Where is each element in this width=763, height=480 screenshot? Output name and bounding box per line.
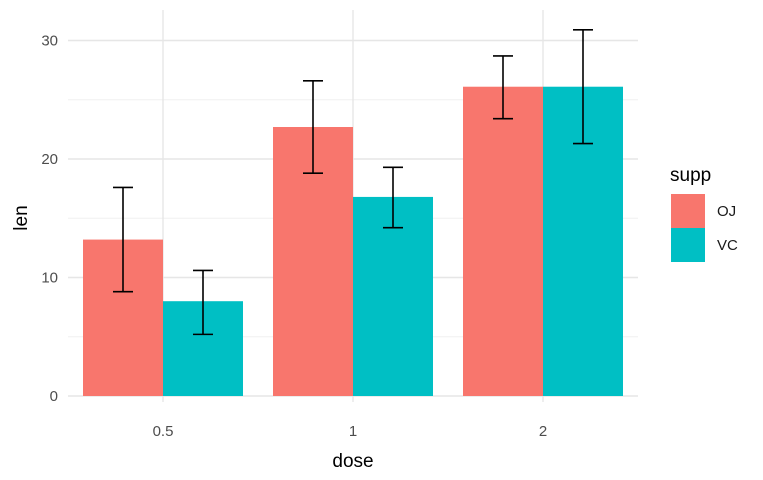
legend-key-oj (671, 194, 705, 228)
x-tick-label: 0.5 (153, 423, 174, 440)
bar-vc-1 (353, 196, 433, 396)
error-bar-vc-2 (573, 29, 593, 145)
error-bar-vc-1 (383, 166, 403, 229)
legend-label-vc: VC (717, 237, 738, 254)
legend-key-vc (671, 228, 705, 262)
y-tick-label: 20 (41, 151, 58, 168)
y-tick-label: 10 (41, 270, 58, 287)
error-bars (113, 29, 593, 336)
x-tick-label: 1 (349, 423, 357, 440)
y-axis-title: len (11, 205, 32, 230)
y-tick-label: 30 (41, 33, 58, 50)
y-tick-labels: 0 10 20 30 (41, 33, 58, 406)
error-bar-oj-1 (303, 79, 323, 175)
legend: supp OJ VC (670, 165, 738, 262)
error-bar-vc-0.5 (193, 269, 213, 336)
error-bar-oj-0.5 (113, 186, 133, 293)
y-tick-label: 0 (50, 388, 58, 405)
bar-oj-2 (463, 86, 543, 396)
x-tick-label: 2 (539, 423, 547, 440)
x-tick-labels: 0.5 1 2 (153, 423, 548, 440)
error-bar-oj-2 (493, 55, 513, 120)
bars (83, 86, 623, 396)
legend-label-oj: OJ (717, 203, 736, 220)
x-axis-title: dose (332, 451, 373, 472)
legend-title: supp (670, 165, 711, 186)
